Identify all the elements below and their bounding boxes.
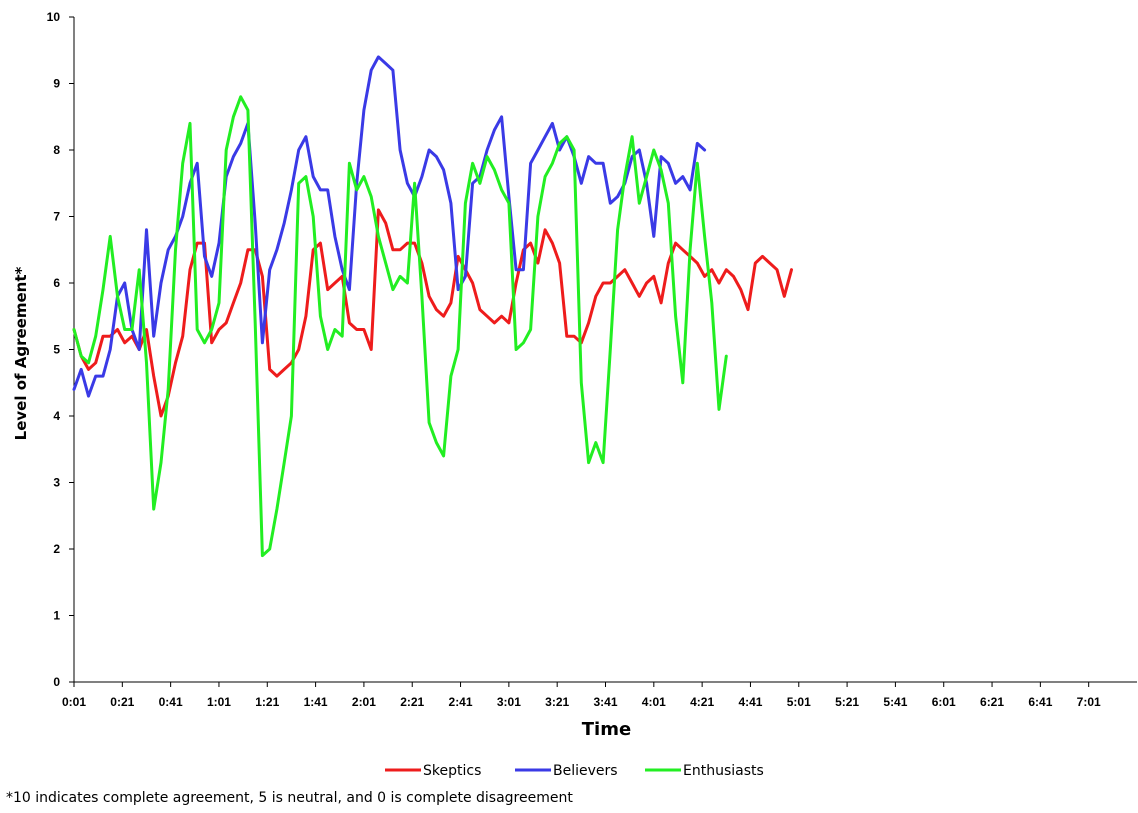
y-tick-label: 0 <box>53 675 60 689</box>
y-tick-label: 5 <box>53 343 60 357</box>
x-tick-label: 0:41 <box>159 695 183 709</box>
series-line-skeptics <box>72 208 793 418</box>
legend-label-enthusiasts: Enthusiasts <box>683 763 764 779</box>
series-layer <box>72 55 793 558</box>
y-tick-label: 7 <box>53 210 60 224</box>
x-tick-label: 5:21 <box>835 695 859 709</box>
series-line-believers <box>72 55 707 398</box>
legend-label-skeptics: Skeptics <box>423 763 481 779</box>
x-tick-label: 1:01 <box>207 695 231 709</box>
x-axis-ticks: 0:01 0:21 0:41 1:01 1:21 1:41 2:01 2:21 2:41 3:01… <box>62 682 1101 709</box>
x-tick-label: 2:21 <box>400 695 424 709</box>
y-tick-label: 9 <box>53 77 60 91</box>
x-tick-label: 1:21 <box>255 695 279 709</box>
footnote: *10 indicates complete agreement, 5 is n… <box>6 790 573 806</box>
legend: Skeptics Believers Enthusiasts <box>385 763 764 779</box>
legend-label-believers: Believers <box>553 763 618 779</box>
x-tick-label: 2:41 <box>449 695 473 709</box>
x-tick-label: 3:41 <box>593 695 617 709</box>
x-tick-label: 2:01 <box>352 695 376 709</box>
x-tick-label: 0:01 <box>62 695 86 709</box>
x-tick-label: 5:01 <box>787 695 811 709</box>
x-tick-label: 3:01 <box>497 695 521 709</box>
y-tick-label: 2 <box>53 542 60 556</box>
x-tick-label: 5:41 <box>883 695 907 709</box>
y-tick-label: 6 <box>53 276 60 290</box>
x-tick-label: 4:41 <box>738 695 762 709</box>
y-tick-label: 3 <box>53 476 60 490</box>
x-axis-title: Time <box>582 719 631 740</box>
y-tick-label: 1 <box>53 609 60 623</box>
x-tick-label: 6:41 <box>1028 695 1052 709</box>
y-axis-ticks: 0 1 2 3 4 5 6 7 8 9 10 <box>47 10 74 689</box>
x-tick-label: 1:41 <box>304 695 328 709</box>
x-tick-label: 4:21 <box>690 695 714 709</box>
series-line-enthusiasts <box>72 95 728 558</box>
x-tick-label: 6:01 <box>932 695 956 709</box>
x-tick-label: 7:01 <box>1077 695 1101 709</box>
x-tick-label: 0:21 <box>110 695 134 709</box>
y-tick-label: 4 <box>53 409 60 423</box>
x-tick-label: 4:01 <box>642 695 666 709</box>
y-tick-label: 10 <box>47 10 61 24</box>
x-tick-label: 6:21 <box>980 695 1004 709</box>
x-tick-label: 3:21 <box>545 695 569 709</box>
y-tick-label: 8 <box>53 143 60 157</box>
y-axis-title: Level of Agreement* <box>12 267 30 441</box>
